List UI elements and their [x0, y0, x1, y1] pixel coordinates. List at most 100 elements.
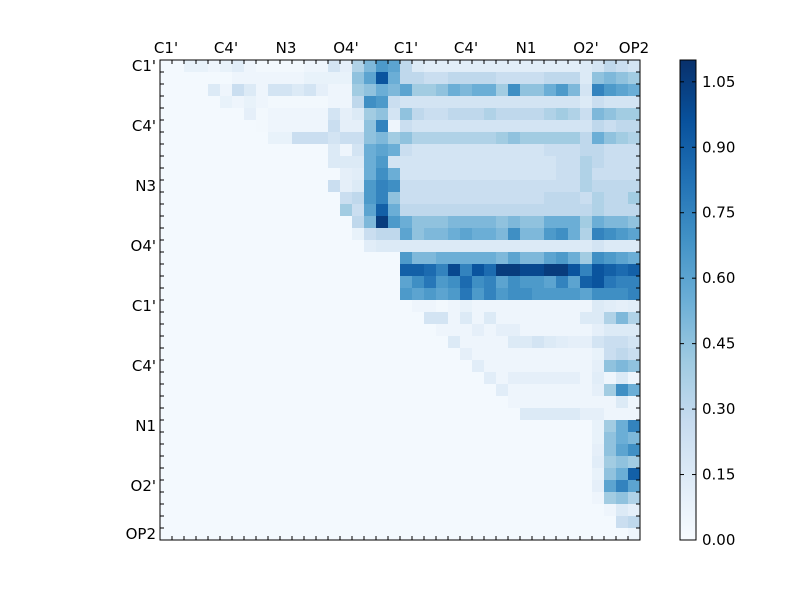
- heatmap-cell: [568, 444, 581, 457]
- heatmap-cell: [220, 324, 233, 337]
- heatmap-cell: [592, 492, 605, 505]
- heatmap-cell: [496, 384, 509, 397]
- heatmap-cell: [160, 276, 173, 289]
- heatmap-cell: [412, 312, 425, 325]
- heatmap-cell: [568, 360, 581, 373]
- heatmap-cell: [256, 240, 269, 253]
- heatmap-cell: [232, 384, 245, 397]
- heatmap-cell: [556, 240, 569, 253]
- heatmap-cell: [580, 264, 593, 277]
- heatmap-cell: [220, 300, 233, 313]
- heatmap-cell: [388, 492, 401, 505]
- heatmap-cell: [256, 480, 269, 493]
- heatmap-cell: [268, 120, 281, 133]
- heatmap-cell: [628, 228, 641, 241]
- heatmap-cell: [400, 180, 413, 193]
- heatmap-cell: [592, 444, 605, 457]
- heatmap-cell: [412, 252, 425, 265]
- heatmap-cell: [220, 456, 233, 469]
- heatmap-cell: [616, 528, 629, 541]
- heatmap-cell: [628, 408, 641, 421]
- heatmap-cell: [592, 528, 605, 541]
- heatmap-cell: [592, 456, 605, 469]
- heatmap-cell: [388, 60, 401, 73]
- heatmap-cell: [232, 120, 245, 133]
- heatmap-cell: [436, 96, 449, 109]
- heatmap-cell: [316, 228, 329, 241]
- heatmap-cell: [268, 84, 281, 97]
- heatmap-cell: [532, 228, 545, 241]
- heatmap-cell: [568, 252, 581, 265]
- heatmap-cell: [196, 396, 209, 409]
- heatmap-cell: [280, 156, 293, 169]
- heatmap-cell: [412, 60, 425, 73]
- heatmap-cell: [544, 516, 557, 529]
- heatmap-cell: [448, 156, 461, 169]
- heatmap-cell: [304, 72, 317, 85]
- heatmap-cell: [556, 216, 569, 229]
- heatmap-cell: [508, 504, 521, 517]
- heatmap-cell: [592, 156, 605, 169]
- heatmap-cell: [472, 144, 485, 157]
- heatmap-cell: [400, 204, 413, 217]
- heatmap-cell: [628, 336, 641, 349]
- heatmap-cell: [460, 132, 473, 145]
- heatmap-cell: [340, 240, 353, 253]
- heatmap-cell: [232, 228, 245, 241]
- heatmap-cell: [232, 288, 245, 301]
- heatmap-cell: [400, 456, 413, 469]
- heatmap-cell: [580, 432, 593, 445]
- heatmap-cell: [508, 420, 521, 433]
- heatmap-cell: [556, 384, 569, 397]
- heatmap-cell: [340, 420, 353, 433]
- heatmap-cell: [520, 180, 533, 193]
- heatmap-cell: [292, 300, 305, 313]
- heatmap-cell: [424, 192, 437, 205]
- heatmap-cell: [460, 240, 473, 253]
- heatmap-cell: [364, 168, 377, 181]
- heatmap-cell: [160, 384, 173, 397]
- heatmap-cell: [328, 348, 341, 361]
- heatmap-cell: [484, 408, 497, 421]
- heatmap-cell: [304, 204, 317, 217]
- heatmap-cell: [220, 516, 233, 529]
- heatmap-cell: [472, 264, 485, 277]
- heatmap-cell: [412, 372, 425, 385]
- heatmap-cell: [628, 168, 641, 181]
- colorbar-tick-label: 0.75: [702, 204, 735, 222]
- heatmap-cell: [580, 372, 593, 385]
- heatmap-cell: [568, 480, 581, 493]
- heatmap-cell: [232, 84, 245, 97]
- heatmap-cell: [604, 360, 617, 373]
- heatmap-cell: [628, 420, 641, 433]
- heatmap-cell: [268, 168, 281, 181]
- heatmap-cell: [556, 264, 569, 277]
- heatmap-cell: [280, 288, 293, 301]
- heatmap-cell: [592, 168, 605, 181]
- heatmap-cell: [496, 492, 509, 505]
- heatmap-cell: [256, 492, 269, 505]
- heatmap-cell: [436, 456, 449, 469]
- heatmap-cell: [232, 420, 245, 433]
- heatmap-cell: [412, 264, 425, 277]
- heatmap-cell: [208, 372, 221, 385]
- heatmap-cell: [424, 348, 437, 361]
- heatmap-cell: [316, 84, 329, 97]
- heatmap-cell: [304, 276, 317, 289]
- heatmap-cell: [304, 168, 317, 181]
- heatmap-cell: [244, 264, 257, 277]
- heatmap-cell: [604, 324, 617, 337]
- heatmap-cell: [436, 444, 449, 457]
- heatmap-cell: [460, 192, 473, 205]
- heatmap-cell: [484, 492, 497, 505]
- heatmap-cell: [484, 432, 497, 445]
- heatmap-cell: [448, 216, 461, 229]
- heatmap-cell: [460, 300, 473, 313]
- heatmap-cell: [448, 528, 461, 541]
- heatmap-cell: [628, 120, 641, 133]
- heatmap-cell: [184, 276, 197, 289]
- heatmap-cell: [580, 468, 593, 481]
- heatmap-cell: [268, 204, 281, 217]
- heatmap-cell: [616, 288, 629, 301]
- heatmap-cell: [304, 84, 317, 97]
